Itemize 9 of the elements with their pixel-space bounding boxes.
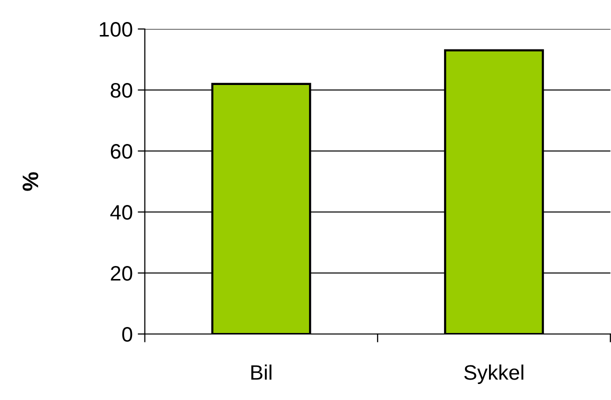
y-tick-label: 20 <box>110 266 132 281</box>
y-tick-label: 0 <box>122 327 132 342</box>
x-tick-label: Sykkel <box>464 364 524 384</box>
y-tick-label: 80 <box>110 83 132 98</box>
x-tick-label: Bil <box>251 364 272 380</box>
y-tick-label: 40 <box>110 205 132 220</box>
y-tick-label: 100 <box>100 22 132 37</box>
y-axis-title: % <box>22 172 38 191</box>
y-tick-label: 60 <box>110 144 132 159</box>
